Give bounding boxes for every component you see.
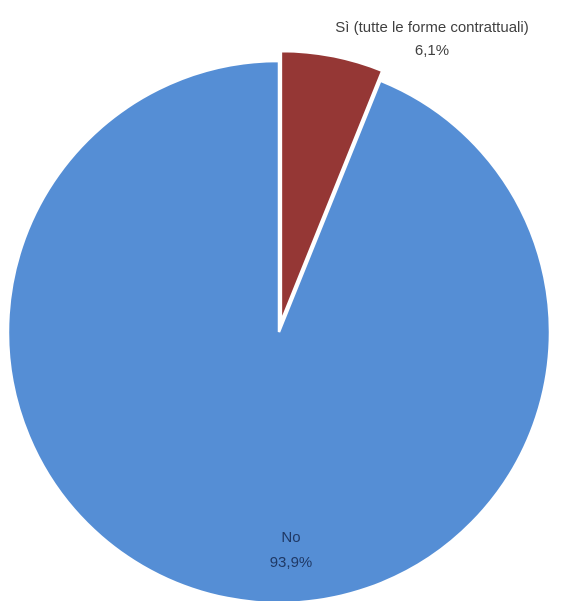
pie-slice-si <box>279 49 384 323</box>
pie-slices <box>6 49 552 601</box>
slice-value-no: 93,9% <box>270 554 313 571</box>
pie-slice-no <box>6 59 552 601</box>
pie-labels: Sì (tutte le forme contrattuali) 6,1% No… <box>270 19 529 571</box>
slice-label-si: Sì (tutte le forme contrattuali) <box>335 19 528 36</box>
slice-label-no: No <box>281 529 300 546</box>
slice-value-si: 6,1% <box>415 42 449 59</box>
